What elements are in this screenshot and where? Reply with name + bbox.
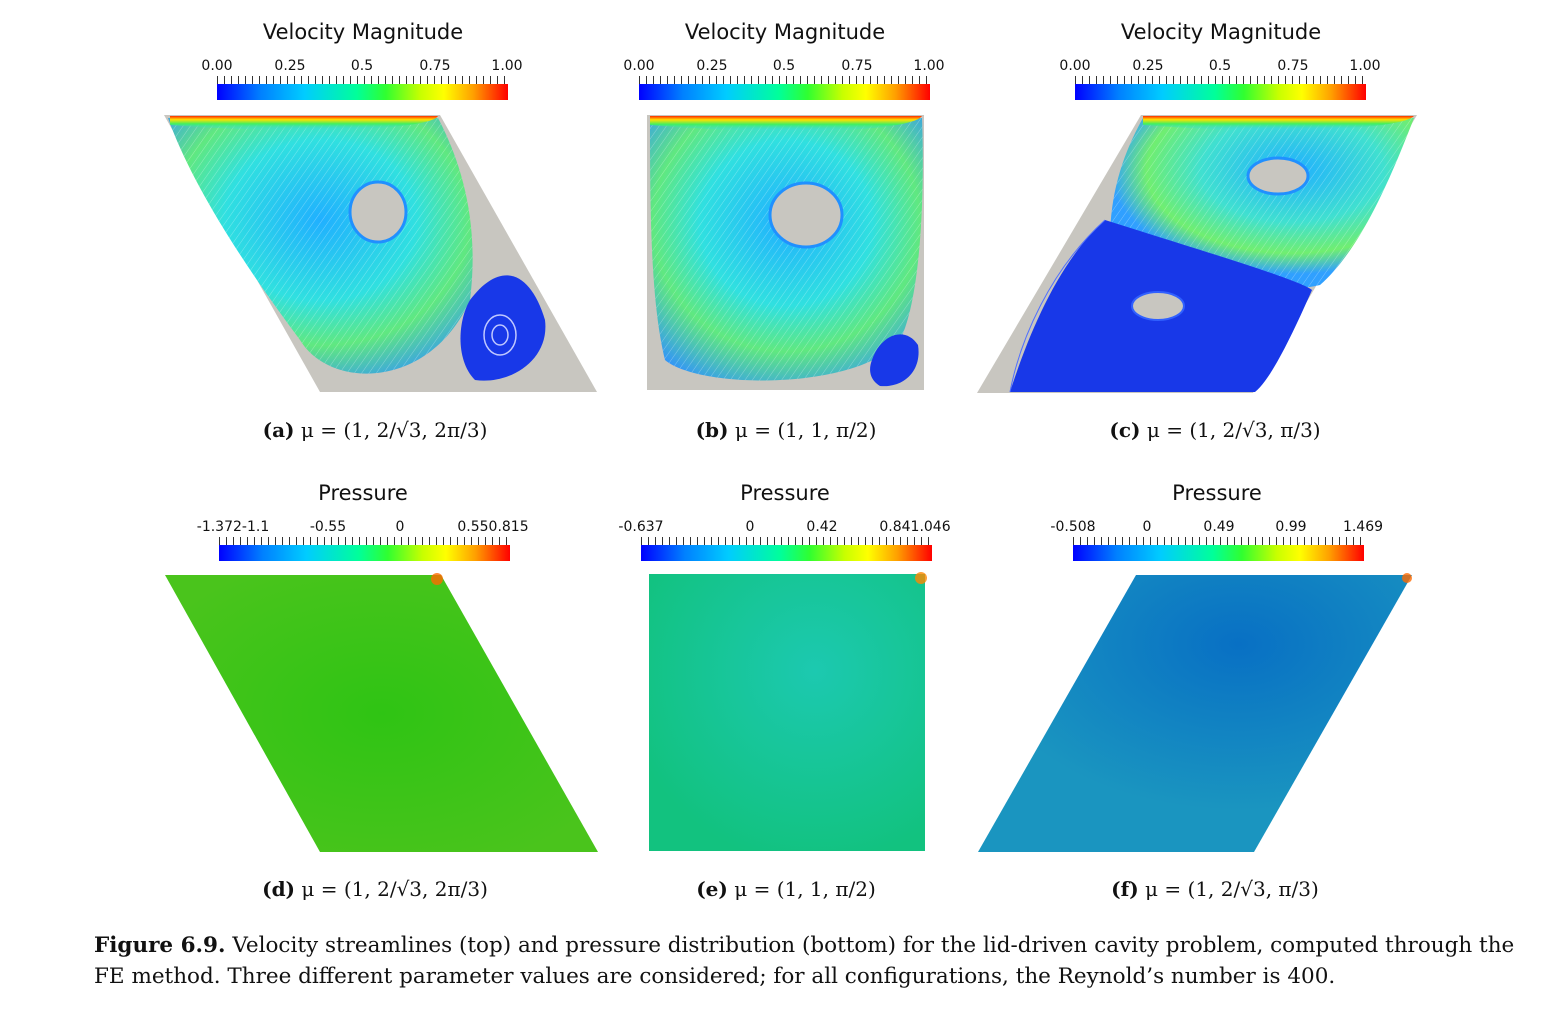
subcaption-a: (a) μ = (1, 2/√3, 2π/3) — [195, 418, 555, 442]
streamlines-plot-b — [647, 115, 924, 390]
tick-label: 0.5 — [772, 58, 796, 74]
subcaption-label: (b) — [695, 418, 729, 442]
subcaption-c: (c) μ = (1, 2/√3, π/3) — [1035, 418, 1395, 442]
tick-label: -0.55 — [309, 519, 347, 535]
velocity-colorbar-c — [1075, 84, 1366, 100]
tick-label: 0.00 — [1059, 58, 1091, 74]
colorbar-minor-ticks — [641, 537, 932, 545]
subcaption-text: μ = (1, 2/√3, π/3) — [1146, 418, 1321, 442]
figure-caption-label: Figure 6.9. — [94, 933, 226, 958]
pressure-colorbar-title-d: Pressure — [318, 481, 408, 505]
colorbar-minor-ticks — [639, 76, 930, 84]
subcaption-label: (f) — [1111, 877, 1139, 901]
subcaption-label: (e) — [696, 877, 728, 901]
subcaption-label: (d) — [262, 877, 296, 901]
tick-label: 0.00 — [623, 58, 655, 74]
tick-label: 0.75 — [419, 58, 451, 74]
figure-caption-text: Velocity streamlines (top) and pressure … — [94, 933, 1515, 989]
tick-label: 0.75 — [1277, 58, 1309, 74]
subcaption-text: μ = (1, 2/√3, π/3) — [1145, 877, 1319, 901]
subcaption-e: (e) μ = (1, 1, π/2) — [606, 877, 966, 901]
tick-label: 0.550.815 — [457, 519, 529, 535]
pressure-colorbar-f — [1073, 545, 1364, 561]
tick-label: -0.637 — [618, 519, 664, 535]
streamlines-plot-a — [164, 115, 597, 392]
pressure-colorbar-e — [641, 545, 932, 561]
pressure-colorbar-d — [219, 545, 510, 561]
colorbar-minor-ticks — [219, 537, 510, 545]
tick-label: 0.5 — [350, 58, 374, 74]
streamlines-plot-c — [977, 115, 1417, 393]
tick-label: 1.00 — [491, 58, 523, 74]
velocity-colorbar-title-b: Velocity Magnitude — [684, 20, 886, 44]
subcaption-text: μ = (1, 2/√3, 2π/3) — [301, 877, 488, 901]
tick-label: 0.25 — [274, 58, 306, 74]
pressure-plot-f — [978, 573, 1412, 852]
velocity-colorbar-title-a: Velocity Magnitude — [262, 20, 464, 44]
tick-label: 0.42 — [806, 519, 838, 535]
figure-caption: Figure 6.9. Velocity streamlines (top) a… — [94, 930, 1524, 992]
tick-label: 0.25 — [696, 58, 728, 74]
tick-label: 1.00 — [913, 58, 945, 74]
tick-label: -0.508 — [1050, 519, 1096, 535]
tick-label: 0 — [745, 519, 755, 535]
velocity-colorbar-b — [639, 84, 930, 100]
subcaption-label: (a) — [262, 418, 295, 442]
tick-label: 1.469 — [1342, 519, 1384, 535]
colorbar-minor-ticks — [1073, 537, 1364, 545]
subcaption-f: (f) μ = (1, 2/√3, π/3) — [1035, 877, 1395, 901]
colorbar-minor-ticks — [1075, 76, 1366, 84]
subcaption-text: μ = (1, 1, π/2) — [734, 418, 877, 442]
subcaption-text: μ = (1, 1, π/2) — [734, 877, 876, 901]
tick-label: 0.00 — [201, 58, 233, 74]
velocity-colorbar-title-c: Velocity Magnitude — [1120, 20, 1322, 44]
tick-label: 0.99 — [1275, 519, 1307, 535]
pressure-plot-e — [649, 572, 927, 851]
tick-label: 0.75 — [841, 58, 873, 74]
subcaption-d: (d) μ = (1, 2/√3, 2π/3) — [195, 877, 555, 901]
pressure-colorbar-title-e: Pressure — [740, 481, 830, 505]
pressure-plot-d — [165, 573, 598, 852]
tick-label: 0.841.046 — [879, 519, 951, 535]
tick-label: 0.25 — [1132, 58, 1164, 74]
pressure-colorbar-title-f: Pressure — [1172, 481, 1262, 505]
tick-label: 0.5 — [1208, 58, 1232, 74]
colorbar-minor-ticks — [217, 76, 508, 84]
velocity-colorbar-a — [217, 84, 508, 100]
tick-label: -1.372-1.1 — [196, 519, 270, 535]
subcaption-b: (b) μ = (1, 1, π/2) — [606, 418, 966, 442]
tick-label: 0.49 — [1203, 519, 1235, 535]
subcaption-text: μ = (1, 2/√3, 2π/3) — [300, 418, 488, 442]
tick-label: 0 — [1142, 519, 1152, 535]
tick-label: 0 — [395, 519, 405, 535]
tick-label: 1.00 — [1349, 58, 1381, 74]
subcaption-label: (c) — [1109, 418, 1141, 442]
